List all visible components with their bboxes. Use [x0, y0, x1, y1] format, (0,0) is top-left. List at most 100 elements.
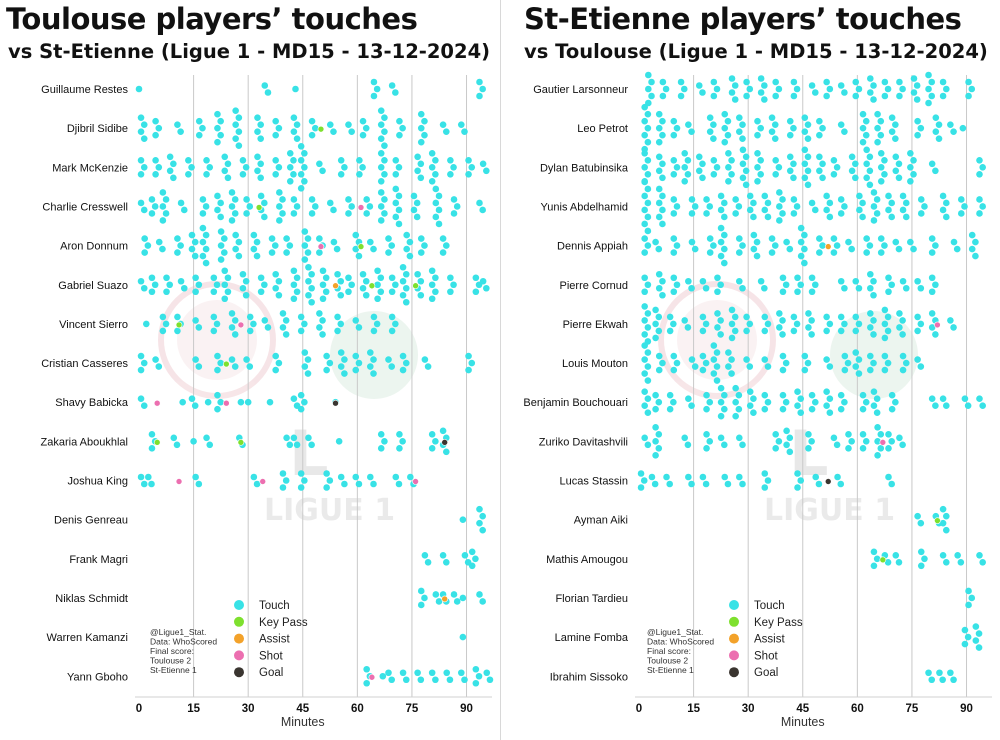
touch-dot: [957, 196, 965, 203]
touch-dot: [140, 135, 148, 142]
touch-dot: [833, 164, 841, 171]
touch-dot: [739, 146, 747, 154]
touch-dot: [381, 114, 388, 121]
touch-dot: [717, 331, 724, 338]
touch-dot: [942, 559, 950, 566]
touch-dot: [811, 206, 819, 214]
touch-dot: [402, 359, 410, 367]
touch-dot: [337, 363, 345, 370]
touch-dot: [279, 470, 287, 477]
touch-dot: [910, 171, 917, 178]
touch-dot: [714, 324, 721, 331]
key-pass-marker: [934, 517, 941, 524]
touch-dot: [721, 405, 728, 413]
touch-dot: [363, 196, 370, 203]
touch-dot: [779, 352, 787, 360]
touch-dot: [794, 388, 801, 396]
touch-dot: [428, 669, 436, 677]
touch-dot: [782, 398, 790, 406]
touch-dot: [644, 324, 652, 331]
touch-dot: [772, 171, 779, 178]
touch-dot: [641, 131, 648, 139]
touch-dot: [191, 402, 199, 410]
touch-dot: [356, 157, 363, 164]
touch-dot: [976, 157, 983, 164]
touch-dot: [414, 270, 421, 278]
touch-dot: [877, 431, 885, 438]
touch-dot: [174, 313, 181, 321]
touch-dot: [203, 157, 210, 164]
touch-dot: [373, 320, 381, 328]
credit-line: St-Etienne 1: [647, 665, 694, 675]
touch-dot: [301, 256, 309, 263]
watermark-league-text: LIGUE 1: [264, 493, 395, 528]
touch-dot: [253, 480, 261, 488]
touch-dot: [808, 199, 816, 207]
touch-dot: [797, 238, 805, 246]
touch-dot: [152, 117, 159, 125]
touch-dot: [435, 206, 443, 214]
touch-dot: [950, 324, 957, 331]
touch-dot: [837, 82, 845, 89]
touch-dot: [417, 291, 425, 299]
touch-dot: [217, 131, 224, 139]
touch-dot: [815, 480, 823, 488]
touch-dot: [381, 142, 388, 149]
touch-dot: [939, 519, 947, 527]
touch-dot: [680, 85, 688, 93]
touch-dot: [950, 238, 958, 246]
touch-dot: [914, 512, 921, 520]
touch-dot: [957, 210, 965, 217]
touch-dot: [655, 313, 663, 321]
touch-dot: [925, 85, 932, 93]
touch-dot: [174, 249, 181, 256]
player-label: Pierre Cornud: [560, 280, 628, 292]
touch-dot: [870, 96, 877, 103]
touch-dot: [721, 110, 729, 118]
player-label: Denis Genreau: [54, 515, 128, 527]
touch-dot: [450, 210, 458, 217]
touch-dot: [775, 438, 783, 445]
x-tick-label: 60: [351, 703, 364, 715]
touch-dot: [352, 245, 360, 253]
touch-dot: [743, 78, 750, 86]
touch-dot: [140, 480, 148, 488]
touch-dot: [202, 245, 210, 253]
touch-dot: [725, 178, 732, 185]
touch-dot: [896, 78, 903, 86]
touch-dot: [939, 395, 947, 403]
touch-dot: [428, 150, 436, 157]
touch-dot: [746, 363, 754, 370]
touch-dot: [681, 434, 689, 442]
touch-dot: [917, 196, 925, 203]
touch-dot: [681, 150, 689, 157]
touch-dot: [862, 117, 870, 125]
touch-dot: [432, 185, 440, 193]
touch-dot: [282, 477, 290, 484]
touch-dot: [761, 313, 769, 321]
touch-dot: [356, 171, 363, 178]
touch-dot: [914, 356, 921, 363]
touch-dot: [735, 434, 743, 442]
touch-dot: [801, 352, 809, 360]
touch-dot: [833, 242, 841, 249]
touch-dot: [290, 196, 298, 203]
touch-dot: [402, 676, 410, 684]
touch-dot: [917, 562, 925, 570]
touch-dot: [717, 252, 725, 260]
touch-dot: [870, 203, 878, 210]
shot-marker: [175, 478, 183, 485]
touch-dot: [190, 438, 197, 445]
touch-dot: [392, 213, 400, 221]
touch-dot: [761, 327, 769, 335]
touch-dot: [439, 121, 447, 128]
touch-dot: [279, 324, 287, 331]
touch-dot: [685, 473, 692, 481]
touch-dot: [728, 334, 736, 342]
touch-dot: [392, 185, 400, 193]
touch-dot: [250, 320, 257, 328]
touch-dot: [695, 82, 703, 89]
touch-dot: [688, 356, 696, 363]
touch-dot: [899, 277, 907, 285]
touch-dot: [885, 473, 892, 481]
